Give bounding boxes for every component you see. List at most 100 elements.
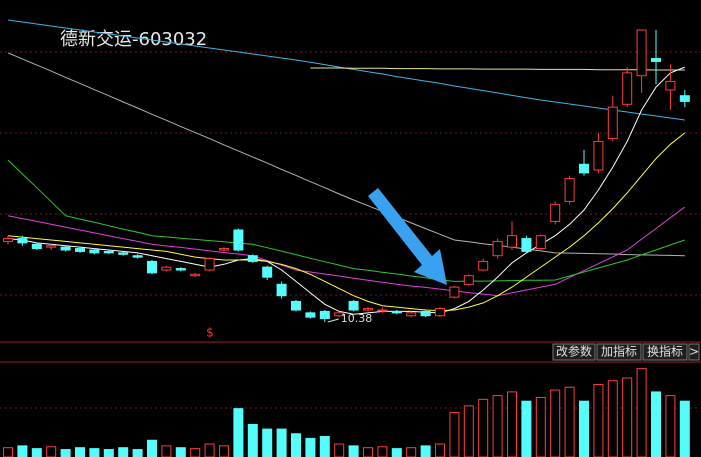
volume-bar [607, 380, 618, 457]
volume-bar [31, 448, 42, 457]
volume-bar [75, 447, 85, 457]
candle-body [449, 286, 460, 298]
candle-body [348, 300, 359, 311]
ma-line [7, 52, 685, 257]
candle-body [521, 238, 532, 252]
volume-bar [118, 447, 129, 457]
candle-body [406, 312, 417, 317]
candle-body [247, 255, 258, 262]
toolbar-button-label[interactable]: 加指标 [601, 344, 637, 359]
candle-body [679, 95, 690, 102]
volume-bar [521, 400, 532, 457]
candle-body [564, 178, 575, 202]
candle-body [190, 273, 201, 277]
ma-line [7, 206, 686, 297]
toolbar-button-label[interactable]: 改参数 [556, 344, 592, 359]
candle-body [46, 245, 57, 248]
volume-bar [276, 428, 287, 457]
volume-bar [147, 439, 157, 457]
candle-body [507, 235, 517, 248]
candle-body [622, 72, 633, 105]
volume-bar [204, 443, 215, 457]
volume-bar [507, 391, 517, 457]
volume-bar [219, 445, 229, 457]
volume-bar [60, 449, 71, 457]
candle-body [60, 246, 71, 251]
volume-bar [17, 445, 28, 457]
volume-bar [377, 446, 388, 457]
volume-bar [492, 395, 503, 457]
candle-body [276, 283, 287, 297]
candle-body [175, 268, 186, 271]
volume-bar [233, 408, 244, 457]
volume-bar [103, 449, 114, 457]
volume-bar [579, 400, 589, 457]
signal-marker: $ [206, 326, 214, 340]
low-annotation: 10.38 [341, 312, 373, 325]
volume-bar [593, 383, 604, 457]
volume-bar [247, 423, 258, 457]
volume-bar [334, 443, 345, 457]
candle-body [132, 255, 143, 258]
candle-body [3, 238, 13, 242]
candle-body [363, 308, 373, 311]
candle-body [75, 248, 85, 252]
volume-bar [679, 400, 690, 457]
candle-body [204, 258, 215, 271]
ma-line [310, 67, 685, 71]
candle-body [535, 235, 546, 250]
ma-line [7, 66, 685, 315]
toolbar: 改参数 加指标 换指标 > [552, 343, 700, 361]
volume-bar [622, 377, 633, 457]
candle-body [463, 275, 474, 285]
candle-body [147, 260, 157, 274]
toolbar-button-label[interactable]: > [689, 345, 699, 359]
volume-bar [449, 411, 460, 457]
candle-body [31, 243, 42, 250]
grid [0, 51, 701, 409]
toolbar-button[interactable] [688, 343, 700, 361]
volume-bar [132, 449, 143, 457]
ma-line [7, 159, 685, 282]
candle-body [103, 250, 114, 254]
candle-body [435, 308, 445, 317]
candle-body [161, 266, 172, 271]
volume-bar [319, 436, 330, 457]
candle-body [636, 29, 647, 77]
toolbar-button[interactable] [596, 343, 642, 361]
toolbar-button[interactable] [642, 343, 688, 361]
volume-bar [363, 447, 373, 457]
candle-body [550, 203, 561, 222]
candle-body [593, 140, 604, 171]
volume-bar [175, 447, 186, 457]
volume-bar [406, 447, 417, 457]
volume-bar [478, 398, 489, 457]
plot-area: 10.38 [3, 19, 690, 457]
volume-bar [564, 386, 575, 457]
candle-body [651, 58, 661, 62]
volume-bar [46, 446, 57, 457]
volume-bar [636, 368, 647, 457]
candle-body [579, 163, 589, 174]
volume-bar [89, 448, 100, 457]
candle-body [89, 249, 100, 254]
volume-bar [161, 445, 172, 457]
toolbar-button[interactable] [552, 343, 596, 361]
volume-bar [190, 448, 201, 457]
volume-bar [262, 428, 273, 457]
annotation-arrow [327, 318, 339, 323]
volume-bar [420, 445, 431, 457]
volume-bar [550, 389, 561, 457]
toolbar-button-label[interactable]: 换指标 [647, 344, 683, 359]
volume-bar [348, 445, 359, 457]
volume-bar [535, 396, 546, 457]
candle-body [233, 229, 244, 251]
volume-bar [3, 447, 13, 457]
pointer-arrow [368, 188, 447, 285]
volume-bar [305, 437, 316, 457]
candle-body [607, 106, 618, 140]
candle-body [305, 312, 316, 318]
candle-body [291, 300, 301, 311]
